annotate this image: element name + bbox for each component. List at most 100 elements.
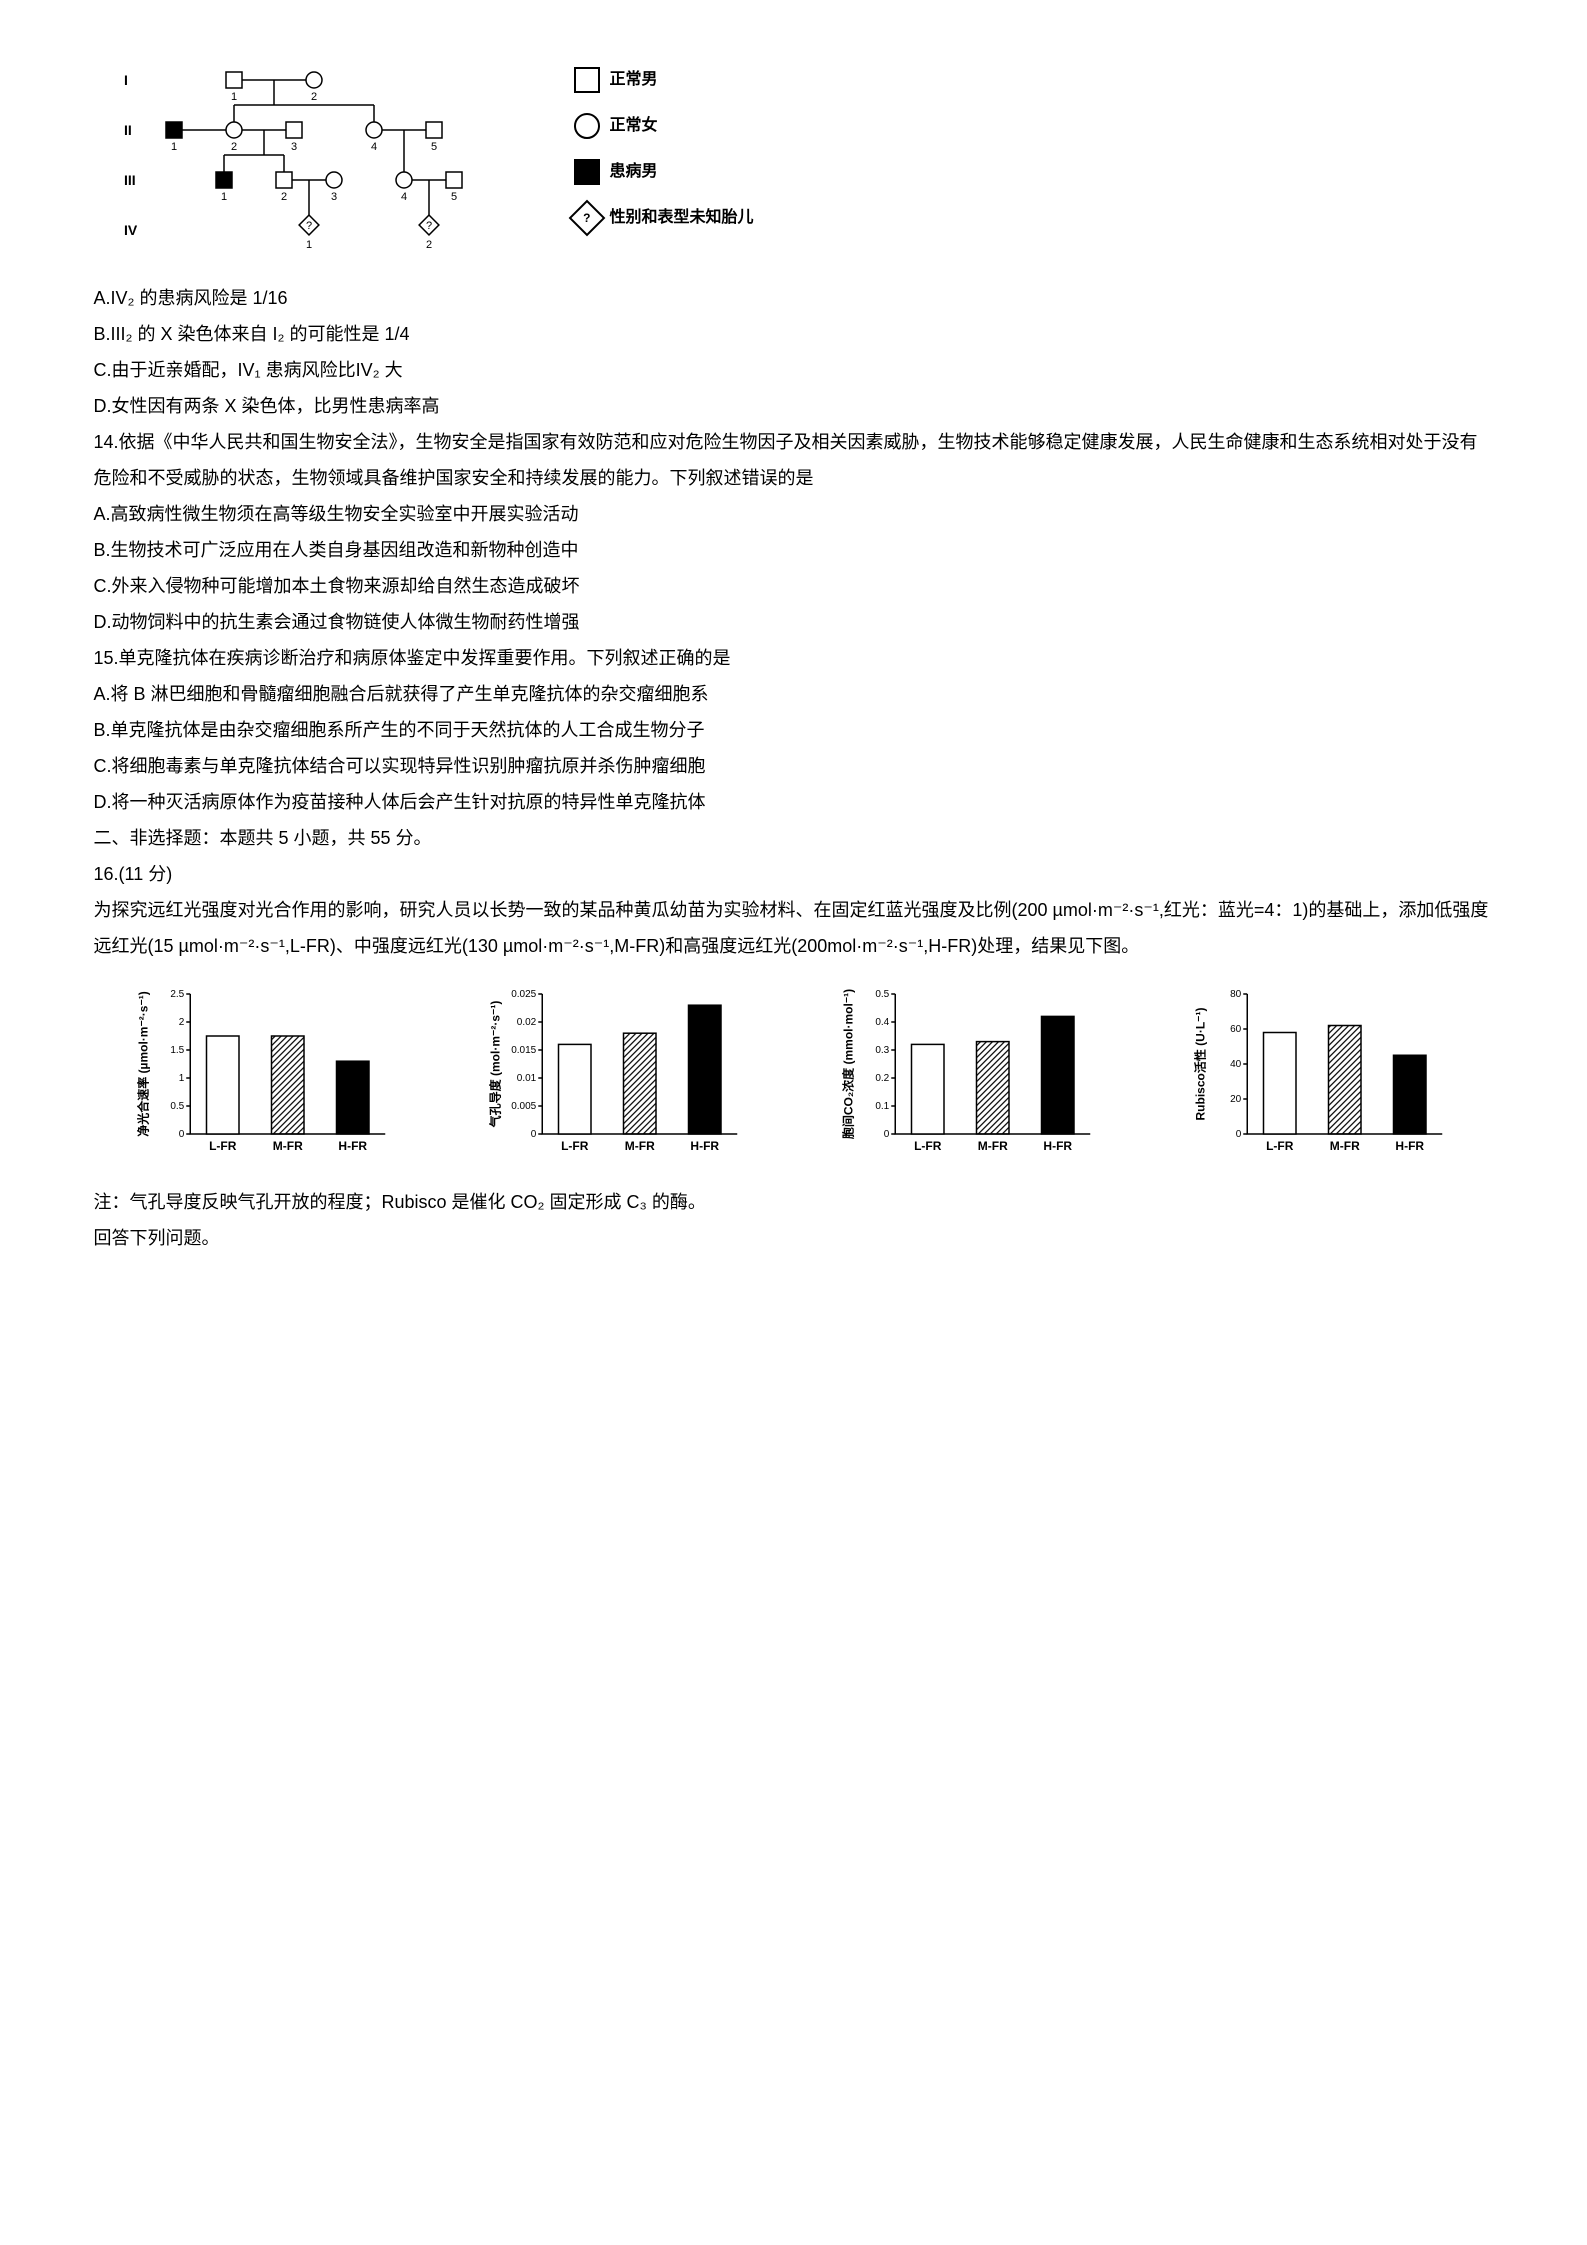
legend-normal-female: 正常女 xyxy=(574,110,754,142)
svg-text:0.01: 0.01 xyxy=(517,1073,537,1084)
legend-label: 正常男 xyxy=(610,64,658,96)
q15-option-A: A.将 B 淋巴细胞和骨髓瘤细胞融合后就获得了产生单克隆抗体的杂交瘤细胞系 xyxy=(94,676,1494,712)
svg-text:L-FR: L-FR xyxy=(914,1139,942,1153)
ped-II1 xyxy=(166,122,182,138)
svg-text:1: 1 xyxy=(171,141,177,153)
ped-III3 xyxy=(326,172,342,188)
svg-text:M-FR: M-FR xyxy=(1330,1139,1360,1153)
svg-text:L-FR: L-FR xyxy=(561,1139,589,1153)
svg-text:0.025: 0.025 xyxy=(511,989,536,1000)
svg-text:2: 2 xyxy=(178,1017,184,1028)
chart-bar xyxy=(206,1036,239,1134)
svg-text:胞间CO₂浓度 (mmol·mol⁻¹): 胞间CO₂浓度 (mmol·mol⁻¹) xyxy=(840,989,855,1139)
ped-III2 xyxy=(276,172,292,188)
legend-label: 性别和表型未知胎儿 xyxy=(610,202,754,234)
chart-bar xyxy=(1041,1016,1074,1134)
svg-text:3: 3 xyxy=(331,191,337,203)
svg-text:4: 4 xyxy=(371,141,377,153)
svg-text:40: 40 xyxy=(1230,1059,1242,1070)
legend-label: 正常女 xyxy=(610,110,658,142)
q16-answer-prompt: 回答下列问题。 xyxy=(94,1220,1494,1256)
legend-unknown-fetus: ? 性别和表型未知胎儿 xyxy=(574,202,754,234)
svg-text:Rubisco活性 (U·L⁻¹): Rubisco活性 (U·L⁻¹) xyxy=(1192,1008,1207,1121)
chart-bar xyxy=(1394,1055,1427,1134)
svg-text:2: 2 xyxy=(426,239,432,251)
svg-text:5: 5 xyxy=(451,191,457,203)
svg-text:1: 1 xyxy=(306,239,312,251)
svg-text:0.2: 0.2 xyxy=(875,1073,889,1084)
svg-text:0: 0 xyxy=(883,1129,889,1140)
svg-text:2: 2 xyxy=(311,91,317,103)
svg-text:L-FR: L-FR xyxy=(1266,1139,1294,1153)
svg-text:0.1: 0.1 xyxy=(875,1101,889,1112)
ped-II2 xyxy=(226,122,242,138)
svg-text:M-FR: M-FR xyxy=(272,1139,302,1153)
svg-text:20: 20 xyxy=(1230,1094,1242,1105)
svg-text:0.3: 0.3 xyxy=(875,1045,889,1056)
svg-text:0.015: 0.015 xyxy=(511,1045,536,1056)
circle-icon xyxy=(574,113,600,139)
legend-normal-male: 正常男 xyxy=(574,64,754,96)
svg-text:1: 1 xyxy=(231,91,237,103)
section2-heading: 二、非选择题：本题共 5 小题，共 55 分。 xyxy=(94,820,1494,856)
svg-text:0: 0 xyxy=(178,1129,184,1140)
diamond-icon: ? xyxy=(568,200,605,237)
svg-text:H-FR: H-FR xyxy=(338,1139,367,1153)
svg-text:1.5: 1.5 xyxy=(170,1045,184,1056)
pedigree-section: I II III IV 1 2 1 2 3 4 5 1 xyxy=(94,60,1494,260)
q13-option-B: B.III₂ 的 X 染色体来自 I₂ 的可能性是 1/4 xyxy=(94,316,1494,352)
svg-text:1: 1 xyxy=(178,1073,184,1084)
pedigree-legend: 正常男 正常女 患病男 ? 性别和表型未知胎儿 xyxy=(574,60,754,234)
q14-stem: 14.依据《中华人民共和国生物安全法》，生物安全是指国家有效防范和应对危险生物因… xyxy=(94,424,1494,496)
q16-note: 注：气孔导度反映气孔开放的程度；Rubisco 是催化 CO₂ 固定形成 C₃ … xyxy=(94,1184,1494,1220)
chart-bar xyxy=(1264,1033,1297,1135)
chart-2: 气孔导度 (mol·m⁻²·s⁻¹)00.0050.010.0150.020.0… xyxy=(446,984,789,1164)
chart-bar xyxy=(689,1005,722,1134)
charts-row: 净光合速率 (µmol·m⁻²·s⁻¹)00.511.522.5L-FRM-FR… xyxy=(94,984,1494,1164)
svg-text:3: 3 xyxy=(291,141,297,153)
q16-label: 16.(11 分) xyxy=(94,856,1494,892)
q14-option-C: C.外来入侵物种可能增加本土食物来源却给自然生态造成破坏 xyxy=(94,568,1494,604)
q16-text: 为探究远红光强度对光合作用的影响，研究人员以长势一致的某品种黄瓜幼苗为实验材料、… xyxy=(94,892,1494,964)
ped-II5 xyxy=(426,122,442,138)
svg-text:0.005: 0.005 xyxy=(511,1101,536,1112)
chart-bar xyxy=(336,1061,369,1134)
svg-text:5: 5 xyxy=(431,141,437,153)
svg-text:0.02: 0.02 xyxy=(517,1017,537,1028)
q15-stem: 15.单克隆抗体在疾病诊断治疗和病原体鉴定中发挥重要作用。下列叙述正确的是 xyxy=(94,640,1494,676)
ped-II3 xyxy=(286,122,302,138)
svg-text:2.5: 2.5 xyxy=(170,989,184,1000)
chart-3: 胞间CO₂浓度 (mmol·mol⁻¹)00.10.20.30.40.5L-FR… xyxy=(799,984,1142,1164)
svg-text:?: ? xyxy=(426,220,432,232)
chart-bar xyxy=(271,1036,304,1134)
gen-label-IV: IV xyxy=(124,222,138,238)
gen-label-I: I xyxy=(124,72,128,88)
gen-label-II: II xyxy=(124,122,132,138)
ped-I2 xyxy=(306,72,322,88)
svg-text:4: 4 xyxy=(401,191,407,203)
svg-text:M-FR: M-FR xyxy=(977,1139,1007,1153)
q13-option-D: D.女性因有两条 X 染色体，比男性患病率高 xyxy=(94,388,1494,424)
svg-text:?: ? xyxy=(306,220,312,232)
chart-bar xyxy=(624,1033,657,1134)
filled-square-icon xyxy=(574,159,600,185)
svg-text:0.5: 0.5 xyxy=(875,989,889,1000)
gen-label-III: III xyxy=(124,172,136,188)
chart-bar xyxy=(559,1044,592,1134)
ped-III4 xyxy=(396,172,412,188)
svg-text:0: 0 xyxy=(531,1129,537,1140)
ped-I1 xyxy=(226,72,242,88)
svg-text:M-FR: M-FR xyxy=(625,1139,655,1153)
legend-label: 患病男 xyxy=(610,156,658,188)
svg-text:L-FR: L-FR xyxy=(209,1139,237,1153)
q14-option-D: D.动物饲料中的抗生素会通过食物链使人体微生物耐药性增强 xyxy=(94,604,1494,640)
chart-bar xyxy=(976,1042,1009,1134)
q13-option-C: C.由于近亲婚配，IV₁ 患病风险比IV₂ 大 xyxy=(94,352,1494,388)
pedigree-diagram: I II III IV 1 2 1 2 3 4 5 1 xyxy=(94,60,534,260)
svg-text:H-FR: H-FR xyxy=(690,1139,719,1153)
q15-option-D: D.将一种灭活病原体作为疫苗接种人体后会产生针对抗原的特异性单克隆抗体 xyxy=(94,784,1494,820)
q15-option-C: C.将细胞毒素与单克隆抗体结合可以实现特异性识别肿瘤抗原并杀伤肿瘤细胞 xyxy=(94,748,1494,784)
svg-text:2: 2 xyxy=(281,191,287,203)
chart-1: 净光合速率 (µmol·m⁻²·s⁻¹)00.511.522.5L-FRM-FR… xyxy=(94,984,437,1164)
chart-4: Rubisco活性 (U·L⁻¹)020406080L-FRM-FRH-FR xyxy=(1151,984,1494,1164)
